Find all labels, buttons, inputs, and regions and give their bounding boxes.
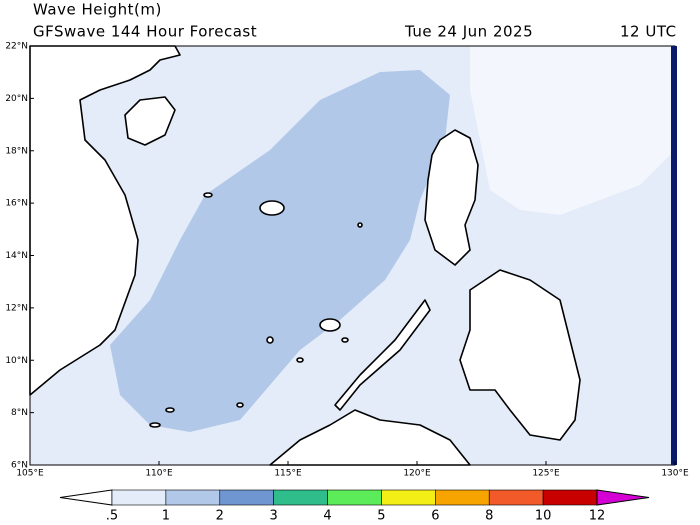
colorbar-over bbox=[596, 489, 650, 506]
lat-tick-label: 22°N bbox=[5, 42, 28, 52]
lat-tick-label: 14°N bbox=[5, 251, 28, 261]
lon-tick-label: 105°E bbox=[16, 469, 44, 479]
colorbar-label: 1 bbox=[162, 509, 170, 524]
island bbox=[259, 200, 285, 216]
lat-tick-label: 8°N bbox=[11, 408, 28, 418]
colorbar-segment bbox=[219, 489, 274, 506]
colorbar-segment bbox=[327, 489, 382, 506]
lon-tick-label: 125°E bbox=[532, 469, 560, 479]
island bbox=[266, 336, 274, 344]
colorbar-label: 3 bbox=[270, 509, 278, 524]
lon-tick-label: 110°E bbox=[145, 469, 173, 479]
colorbar-label: 4 bbox=[323, 509, 331, 524]
luzon bbox=[424, 129, 479, 266]
colorbar-segment bbox=[111, 489, 167, 506]
borneo bbox=[269, 409, 471, 466]
colorbar-segment bbox=[435, 489, 490, 506]
lat-tick-label: 18°N bbox=[5, 146, 28, 156]
colorbar-label: 12 bbox=[589, 509, 606, 524]
hainan bbox=[124, 96, 176, 146]
colorbar-label: 10 bbox=[535, 509, 552, 524]
subtitle: GFSwave 144 Hour Forecast bbox=[33, 23, 257, 41]
colorbar-segment bbox=[381, 489, 436, 506]
lat-tick-label: 20°N bbox=[5, 94, 28, 104]
colorbar-segment bbox=[165, 489, 221, 506]
island bbox=[165, 407, 175, 413]
island bbox=[319, 318, 341, 332]
colorbar-segment bbox=[488, 489, 544, 506]
calm-area bbox=[470, 46, 675, 215]
mainland bbox=[29, 45, 181, 396]
colorbar-label: .5 bbox=[106, 509, 118, 524]
lat-tick-label: 12°N bbox=[5, 303, 28, 313]
map bbox=[29, 45, 677, 466]
colorbar-label: 2 bbox=[216, 509, 224, 524]
island bbox=[149, 422, 161, 428]
edge-bar bbox=[671, 46, 677, 465]
lon-tick-label: 120°E bbox=[403, 469, 431, 479]
colorbar-label: 8 bbox=[485, 509, 493, 524]
island bbox=[236, 402, 244, 408]
island bbox=[203, 192, 213, 198]
island bbox=[357, 222, 363, 228]
time: 12 UTC bbox=[620, 23, 677, 41]
island bbox=[296, 357, 304, 363]
lat-tick-label: 6°N bbox=[11, 461, 28, 471]
lat-tick-label: 10°N bbox=[5, 356, 28, 366]
colorbar-segment bbox=[542, 489, 598, 506]
colorbar-label: 6 bbox=[431, 509, 439, 524]
island bbox=[341, 337, 349, 343]
lon-tick-label: 130°E bbox=[661, 469, 689, 479]
lat-tick-label: 16°N bbox=[5, 199, 28, 209]
visayas-mindanao bbox=[459, 269, 581, 441]
colorbar-segment bbox=[273, 489, 328, 506]
lon-tick-label: 115°E bbox=[274, 469, 302, 479]
palawan bbox=[334, 299, 431, 411]
colorbar-under bbox=[59, 489, 113, 506]
wave-area bbox=[110, 70, 450, 432]
colorbar-label: 5 bbox=[377, 509, 385, 524]
title: Wave Height(m) bbox=[33, 1, 162, 19]
date: Tue 24 Jun 2025 bbox=[404, 23, 533, 41]
